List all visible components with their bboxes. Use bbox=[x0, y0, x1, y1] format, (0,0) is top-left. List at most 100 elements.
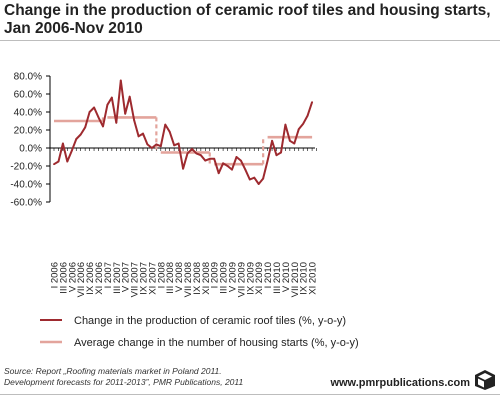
source-line-2: Development forecasts for 2011-2013”, PM… bbox=[4, 377, 244, 387]
production-data-point bbox=[271, 139, 273, 142]
x-tick-label: III 2008 bbox=[165, 262, 176, 294]
x-tick-label: I 2009 bbox=[210, 262, 221, 288]
source-note: Source: Report „Roofing materials market… bbox=[4, 366, 243, 388]
y-tick-label: -60.0% bbox=[10, 198, 42, 209]
production-data-point bbox=[195, 152, 198, 155]
production-data-point bbox=[119, 79, 122, 82]
production-data-point bbox=[208, 157, 211, 160]
x-tick-label: V 2007 bbox=[121, 262, 132, 292]
production-data-point bbox=[248, 178, 251, 181]
production-data-point bbox=[128, 95, 131, 98]
production-data-point bbox=[79, 133, 82, 136]
production-data-point bbox=[164, 123, 167, 126]
x-tick-label: I 2007 bbox=[103, 262, 114, 288]
production-data-point bbox=[137, 135, 140, 138]
production-data-point bbox=[97, 116, 100, 119]
production-data-point bbox=[57, 160, 60, 163]
production-data-point bbox=[53, 163, 55, 166]
production-data-point bbox=[302, 122, 305, 125]
production-data-point bbox=[66, 160, 69, 163]
chart-title-line-2: Jan 2006-Nov 2010 bbox=[4, 20, 143, 37]
production-data-point bbox=[93, 106, 95, 109]
x-tick-label: XI 2008 bbox=[201, 262, 212, 295]
y-tick-label: 0.0% bbox=[19, 144, 42, 155]
y-tick-label: 20.0% bbox=[14, 126, 42, 137]
x-tick-label: IX 2008 bbox=[192, 262, 203, 295]
x-tick-label: V 2008 bbox=[174, 262, 185, 292]
x-tick-label: I 2008 bbox=[156, 262, 167, 288]
x-tick-label: IX 2007 bbox=[139, 262, 150, 295]
chart-title-line-1: Change in the production of ceramic roof… bbox=[4, 2, 491, 19]
production-data-point bbox=[115, 121, 118, 124]
production-data-point bbox=[106, 103, 109, 106]
production-data-point bbox=[231, 168, 233, 171]
x-tick-label: III 2007 bbox=[112, 262, 123, 294]
x-tick-label: V 2010 bbox=[281, 262, 292, 292]
production-data-point bbox=[70, 149, 73, 152]
production-data-point bbox=[293, 142, 296, 145]
x-tick-label: III 2010 bbox=[272, 262, 283, 294]
x-tick-label: V 2006 bbox=[67, 262, 78, 292]
production-data-point bbox=[262, 177, 265, 180]
production-data-point bbox=[284, 123, 287, 126]
production-data-point bbox=[222, 162, 225, 165]
y-tick-label: 60.0% bbox=[14, 90, 42, 101]
production-data-point bbox=[62, 142, 64, 145]
production-data-point bbox=[110, 96, 113, 99]
legend-label-housing: Average change in the number of housing … bbox=[74, 337, 359, 349]
production-data-point bbox=[297, 128, 300, 131]
title-divider bbox=[0, 40, 500, 41]
x-tick-label: IX 2009 bbox=[245, 262, 256, 295]
y-tick-label: -20.0% bbox=[10, 162, 42, 173]
x-tick-label: XI 2006 bbox=[94, 262, 105, 295]
production-data-point bbox=[235, 156, 238, 158]
legend-label-production: Change in the production of ceramic roof… bbox=[74, 315, 346, 327]
production-data-point bbox=[84, 126, 87, 129]
publisher-brand[interactable]: www.pmrpublications.com bbox=[330, 377, 470, 389]
y-tick-label: 40.0% bbox=[14, 108, 42, 119]
production-data-point bbox=[124, 112, 127, 115]
bottom-divider bbox=[0, 394, 500, 395]
x-tick-label: IX 2006 bbox=[85, 262, 96, 295]
production-data-point bbox=[146, 143, 149, 146]
production-data-point bbox=[253, 176, 256, 179]
x-tick-label: III 2006 bbox=[58, 262, 69, 294]
production-data-point bbox=[88, 111, 91, 113]
x-tick-label: XI 2009 bbox=[254, 262, 265, 295]
x-tick-label: IX 2010 bbox=[299, 262, 310, 295]
x-tick-label: VII 2006 bbox=[76, 262, 87, 297]
production-data-point bbox=[173, 144, 176, 147]
production-data-point bbox=[306, 114, 309, 117]
x-tick-label: VII 2008 bbox=[183, 262, 194, 297]
line-chart: 80.0% 60.0% 40.0% 20.0% 0.0% -20.0% -40.0% -60.… bbox=[10, 72, 359, 350]
production-data-point bbox=[244, 168, 247, 171]
production-data-point bbox=[182, 167, 184, 170]
production-data-point bbox=[186, 152, 189, 155]
production-data-point bbox=[217, 172, 220, 175]
x-tick-label: XI 2010 bbox=[308, 262, 319, 295]
legend: Change in the production of ceramic roof… bbox=[40, 315, 359, 349]
x-tick-label: VII 2007 bbox=[130, 262, 141, 297]
x-tick-label: I 2010 bbox=[263, 262, 274, 288]
production-data-point bbox=[155, 143, 158, 146]
production-data-point bbox=[280, 151, 282, 154]
production-data-point bbox=[226, 165, 229, 167]
production-data-point bbox=[177, 142, 180, 145]
production-data-point bbox=[275, 154, 278, 157]
production-data-point bbox=[168, 130, 171, 133]
production-data-point bbox=[151, 147, 153, 149]
production-data-point bbox=[159, 145, 162, 148]
production-data-point bbox=[288, 139, 291, 142]
cube-logo-icon bbox=[475, 370, 495, 390]
production-data-point bbox=[311, 101, 313, 103]
housing-starts-series bbox=[54, 116, 313, 166]
y-tick-label: -40.0% bbox=[10, 180, 42, 191]
production-data-point bbox=[191, 148, 193, 150]
x-tick-label: VII 2009 bbox=[236, 262, 247, 297]
production-data-point bbox=[75, 138, 78, 140]
x-tick-label: VII 2010 bbox=[290, 262, 301, 297]
x-tick-label: III 2009 bbox=[219, 262, 230, 294]
production-data-point bbox=[213, 157, 216, 160]
production-data-point bbox=[199, 154, 202, 157]
production-data-point bbox=[142, 132, 144, 135]
